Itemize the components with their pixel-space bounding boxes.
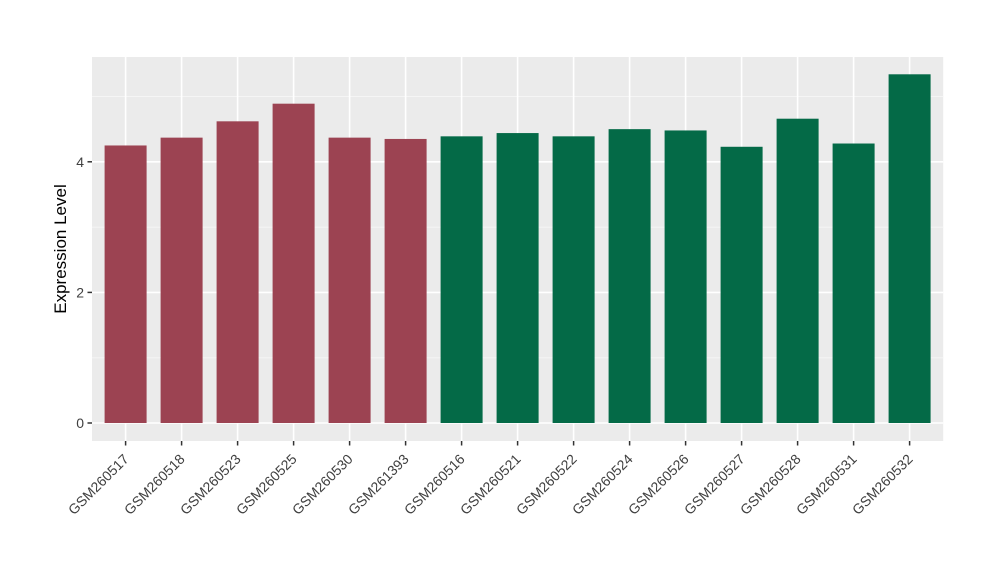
bar xyxy=(160,137,203,423)
bar xyxy=(384,138,427,423)
bar xyxy=(440,136,483,423)
y-tick-label: 4 xyxy=(76,154,84,170)
bar xyxy=(272,103,315,424)
y-axis-title: Expression Level xyxy=(51,184,70,313)
bar xyxy=(216,121,259,424)
bar xyxy=(664,130,707,423)
y-tick-label: 2 xyxy=(76,284,84,300)
bar xyxy=(328,137,371,423)
x-tick-label: GSM260532 xyxy=(849,451,916,518)
bar xyxy=(888,74,931,423)
bar xyxy=(552,136,595,423)
bar xyxy=(608,129,651,423)
bar xyxy=(720,146,763,423)
bar xyxy=(776,118,819,424)
bar xyxy=(832,143,875,424)
bar xyxy=(104,145,147,423)
bar xyxy=(496,133,539,423)
y-tick-label: 0 xyxy=(76,415,84,431)
